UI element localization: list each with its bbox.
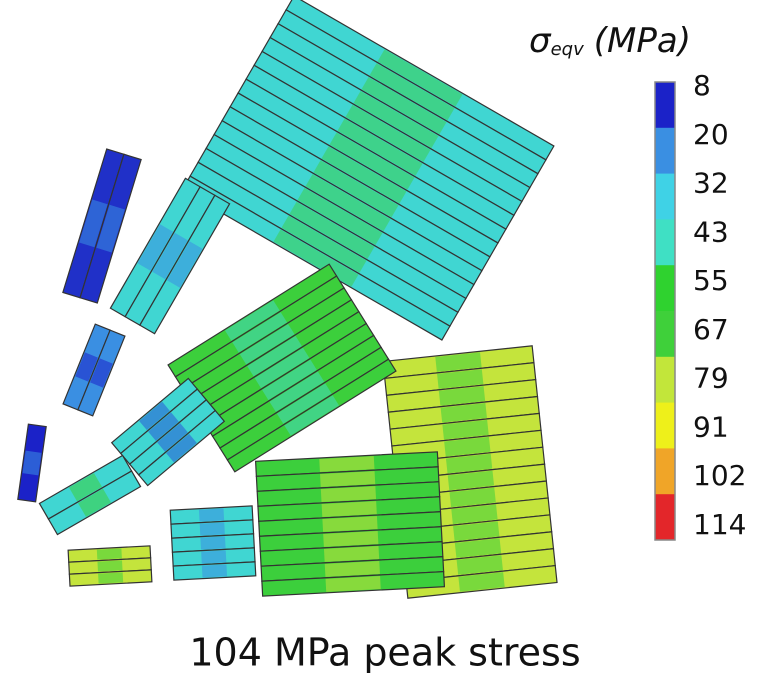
colorbar-label: 114 — [693, 508, 746, 541]
coil-block — [18, 424, 46, 502]
caption: 104 MPa peak stress — [189, 631, 580, 674]
stress-patch — [200, 522, 225, 535]
colorbar-segment — [655, 219, 675, 265]
stress-patch — [202, 564, 227, 577]
colorbar-label: 55 — [693, 264, 729, 297]
stress-patch — [97, 548, 122, 559]
coil-block — [68, 546, 152, 586]
stress-patch — [201, 550, 226, 563]
colorbar-segment — [655, 128, 675, 174]
coil-block — [256, 452, 445, 596]
coil-block — [63, 324, 125, 416]
colorbar-segment — [655, 403, 675, 449]
page: 8 20 32 43 55 67 79 91 102 114 σeqv (MPa) 104 MPa … — [0, 0, 771, 673]
colorbar-label: 91 — [693, 410, 729, 443]
colorbar-segment — [655, 174, 675, 220]
colorbar-label: 32 — [693, 167, 729, 200]
colorbar-label: 8 — [693, 69, 711, 102]
colorbar-segment — [655, 311, 675, 357]
stress-patch — [200, 536, 225, 549]
colorbar-label: 43 — [693, 215, 729, 248]
coil-block — [39, 455, 140, 534]
coil-block — [170, 506, 256, 580]
coil-block — [182, 0, 554, 340]
colorbar-title: σeqv (MPa) — [529, 21, 691, 61]
unit: (MPa) — [594, 21, 691, 61]
stress-patch — [97, 560, 122, 571]
colorbar: 8 20 32 43 55 67 79 91 102 114 — [655, 69, 746, 541]
symbol: σ — [529, 21, 552, 61]
colorbar-label: 20 — [693, 118, 729, 151]
colorbar-segment — [655, 265, 675, 311]
stress-patch — [98, 572, 123, 583]
subscript: eqv — [551, 39, 585, 60]
colorbar-segment — [655, 448, 675, 494]
coil-block — [168, 264, 396, 472]
colorbar-label: 102 — [693, 459, 746, 492]
coil-cross-section — [18, 0, 557, 598]
stress-patch — [199, 508, 224, 521]
colorbar-label: 79 — [693, 362, 729, 395]
stress-patch — [22, 451, 41, 476]
colorbar-segment — [655, 357, 675, 403]
figure: 8 20 32 43 55 67 79 91 102 114 σeqv (MPa) 104 MPa … — [0, 0, 771, 673]
colorbar-segment — [655, 494, 675, 540]
colorbar-label: 67 — [693, 313, 729, 346]
colorbar-segment — [655, 82, 675, 128]
